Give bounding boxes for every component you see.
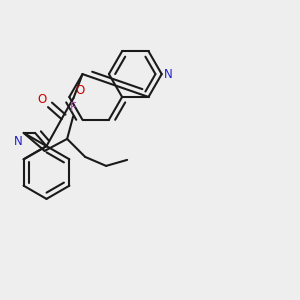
Text: N: N — [14, 135, 22, 148]
Text: O: O — [37, 93, 46, 106]
Text: N: N — [164, 68, 173, 81]
Text: O: O — [75, 84, 84, 97]
Text: F: F — [70, 101, 76, 114]
